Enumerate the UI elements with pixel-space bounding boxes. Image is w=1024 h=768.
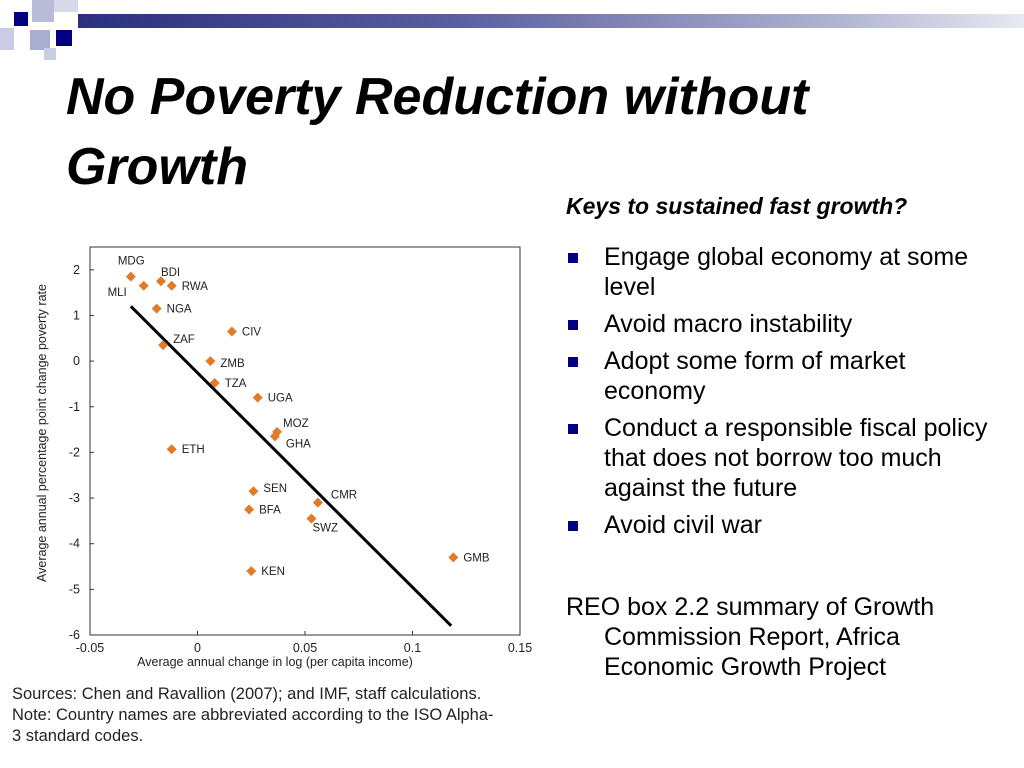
chart-sources: Sources: Chen and Ravallion (2007); and … xyxy=(12,684,532,747)
y-axis-ticks: 2 1 0 -1 -2 -3 -4 -5 -6 xyxy=(69,263,94,642)
corner-square-light-4 xyxy=(30,30,50,50)
y-tick-label: 1 xyxy=(73,308,80,322)
bullet-item: Avoid macro instability xyxy=(566,309,1006,339)
bullet-item: Conduct a responsible fiscal policy that… xyxy=(566,413,1006,503)
corner-square-light-3 xyxy=(0,28,14,50)
y-tick-label: -2 xyxy=(69,445,80,459)
square-bullet-icon xyxy=(568,521,578,531)
data-point-cmr xyxy=(312,497,323,508)
point-label-swz: SWZ xyxy=(312,523,338,535)
data-point-bfa xyxy=(244,504,255,515)
bullet-list: Engage global economy at some level Avoi… xyxy=(566,242,1006,547)
point-label-civ: CIV xyxy=(242,326,262,338)
sources-line: 3 standard codes. xyxy=(12,727,144,745)
corner-square-navy-2 xyxy=(56,30,72,46)
y-tick-label: 2 xyxy=(73,263,80,277)
data-point-ken xyxy=(246,566,257,577)
sources-line: Sources: Chen and Ravallion (2007); and … xyxy=(12,685,482,703)
point-label-gmb: GMB xyxy=(463,552,490,564)
point-label-rwa: RWA xyxy=(182,281,209,293)
square-bullet-icon xyxy=(568,320,578,330)
point-label-moz: MOZ xyxy=(283,418,309,430)
source-note: REO box 2.2 summary of Growth Commission… xyxy=(566,593,935,681)
x-tick-label: 0.05 xyxy=(293,641,317,655)
point-label-tza: TZA xyxy=(225,378,247,390)
corner-square-light-1 xyxy=(32,0,54,22)
bullet-text: Adopt some form of market economy xyxy=(604,347,906,405)
data-point-nga xyxy=(151,303,162,314)
sources-line: Note: Country names are abbreviated acco… xyxy=(12,706,494,724)
data-point-bdi xyxy=(155,276,166,287)
data-point-swz xyxy=(306,513,317,524)
scatter-chart: -0.05 0 0.05 0.1 0.15 2 1 0 -1 -2 -3 -4 -5 -6 MDG MLI… xyxy=(0,230,560,670)
data-point-mli xyxy=(138,280,149,291)
square-bullet-icon xyxy=(568,253,578,263)
data-point-zaf xyxy=(158,340,169,351)
subheading: Keys to sustained fast growth? xyxy=(566,193,908,219)
y-tick-label: -6 xyxy=(69,628,80,642)
header-bar-gradient xyxy=(78,14,1024,28)
y-tick-label: -1 xyxy=(69,400,80,414)
slide-title: No Poverty Reduction without Growth xyxy=(66,68,809,196)
x-tick-label: 0.15 xyxy=(508,641,532,655)
chart-svg: -0.05 0 0.05 0.1 0.15 2 1 0 -1 -2 -3 -4 -5 -6 MDG MLI… xyxy=(35,246,532,669)
point-label-zmb: ZMB xyxy=(220,358,245,370)
trend-line xyxy=(129,305,453,627)
y-tick-label: -5 xyxy=(69,582,80,596)
bullet-item: Adopt some form of market economy xyxy=(566,346,1006,406)
x-tick-label: 0 xyxy=(194,641,201,655)
bullet-item: Avoid civil war xyxy=(566,510,1006,540)
data-point-zmb xyxy=(205,356,216,367)
data-point-gmb xyxy=(448,552,459,563)
point-label-nga: NGA xyxy=(167,304,192,316)
bullet-text: Avoid civil war xyxy=(604,511,762,539)
point-label-bfa: BFA xyxy=(259,504,281,516)
bullet-item: Engage global economy at some level xyxy=(566,242,1006,302)
x-tick-label: -0.05 xyxy=(76,641,105,655)
x-axis-ticks: -0.05 0 0.05 0.1 0.15 xyxy=(76,631,532,655)
point-label-cmr: CMR xyxy=(331,490,357,502)
data-point-gha xyxy=(269,431,280,442)
data-point-eth xyxy=(166,444,177,455)
point-label-mdg: MDG xyxy=(118,256,145,268)
corner-square-light-2 xyxy=(54,0,78,12)
point-label-gha: GHA xyxy=(286,438,311,450)
point-label-zaf: ZAF xyxy=(173,334,195,346)
corner-square-navy-1 xyxy=(14,12,28,26)
data-point-uga xyxy=(252,392,263,403)
y-axis-label: Average annual percentage point change p… xyxy=(35,284,49,582)
data-point-mdg xyxy=(125,271,136,282)
y-tick-label: 0 xyxy=(73,354,80,368)
data-point-rwa xyxy=(166,280,177,291)
point-label-sen: SEN xyxy=(263,483,287,495)
bullet-text: Engage global economy at some level xyxy=(604,243,969,301)
point-label-uga: UGA xyxy=(268,393,293,405)
x-tick-label: 0.1 xyxy=(404,641,421,655)
square-bullet-icon xyxy=(568,424,578,434)
point-label-mli: MLI xyxy=(108,287,127,299)
bullet-text: Avoid macro instability xyxy=(604,310,853,338)
y-tick-label: -4 xyxy=(69,537,80,551)
square-bullet-icon xyxy=(568,357,578,367)
point-label-ken: KEN xyxy=(261,566,285,578)
corner-square-light-5 xyxy=(44,48,56,60)
data-point-sen xyxy=(248,486,259,497)
point-label-bdi: BDI xyxy=(161,267,180,279)
data-point-civ xyxy=(226,326,237,337)
data-point-moz xyxy=(272,426,283,437)
x-axis-label: Average annual change in log (per capita… xyxy=(137,655,413,669)
data-point-tza xyxy=(209,378,220,389)
y-tick-label: -3 xyxy=(69,491,80,505)
bullet-text: Conduct a responsible fiscal policy that… xyxy=(604,414,988,502)
point-label-eth: ETH xyxy=(182,444,205,456)
